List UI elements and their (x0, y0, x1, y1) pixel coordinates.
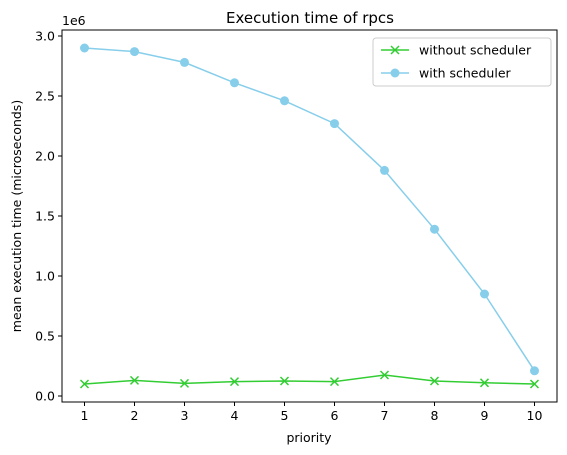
data-point-without-scheduler (329, 377, 340, 387)
data-point-without-scheduler (79, 379, 90, 389)
y-axis-title: mean execution time (microseconds) (9, 100, 24, 332)
data-point-with-scheduler (380, 165, 389, 175)
data-point-with-scheduler (330, 119, 339, 129)
data-point-with-scheduler (280, 96, 289, 106)
y-scale-label: 1e6 (62, 13, 86, 28)
data-point-with-scheduler (130, 47, 139, 57)
y-tick-label: 0.0 (35, 389, 55, 404)
legend-entry-without-scheduler: without scheduler (381, 43, 532, 58)
x-tick-label: 4 (231, 408, 239, 423)
x-tick-label: 10 (527, 408, 543, 423)
x-tick-label: 9 (481, 408, 489, 423)
data-point-without-scheduler (279, 376, 290, 386)
data-point-with-scheduler (530, 366, 539, 376)
x-axis-title: priority (286, 430, 332, 445)
data-point-without-scheduler (179, 378, 190, 388)
data-point-without-scheduler (379, 370, 390, 380)
y-tick-label: 2.5 (35, 89, 55, 104)
data-point-without-scheduler (529, 379, 540, 389)
legend-box (372, 37, 552, 87)
data-point-with-scheduler (230, 78, 239, 88)
legend: without scheduler with scheduler (372, 37, 552, 87)
y-tick-label: 2.0 (35, 149, 55, 164)
data-point-without-scheduler (479, 378, 490, 388)
legend-label-with-scheduler: with scheduler (419, 66, 512, 81)
x-axis: 1 2 3 4 5 6 7 8 9 10 (81, 402, 543, 423)
y-tick-label: 3.0 (35, 29, 55, 44)
x-tick-label: 7 (381, 408, 389, 423)
legend-entry-with-scheduler: with scheduler (381, 66, 512, 81)
x-tick-label: 5 (281, 408, 289, 423)
y-tick-label: 0.5 (35, 329, 55, 344)
plot-frame (61, 29, 558, 403)
x-tick-label: 1 (81, 408, 89, 423)
data-point-with-scheduler (480, 289, 489, 299)
x-tick-label: 8 (431, 408, 439, 423)
x-tick-label: 6 (331, 408, 339, 423)
y-tick-label: 1.5 (35, 209, 55, 224)
series-line-with-scheduler (84, 47, 536, 372)
y-tick-label: 1.0 (35, 269, 55, 284)
data-point-with-scheduler (430, 224, 439, 234)
data-point-with-scheduler (180, 57, 189, 67)
data-point-with-scheduler (80, 43, 89, 53)
data-point-without-scheduler (429, 376, 440, 386)
legend-marker-without-scheduler (390, 45, 400, 55)
data-point-without-scheduler (229, 377, 240, 387)
legend-label-without-scheduler: without scheduler (419, 43, 532, 58)
x-tick-label: 3 (181, 408, 189, 423)
legend-marker-with-scheduler (390, 68, 400, 78)
y-axis: 0.0 0.5 1.0 1.5 2.0 2.5 3.0 (35, 29, 62, 404)
data-point-without-scheduler (129, 375, 140, 385)
chart-title: Execution time of rpcs (226, 9, 394, 27)
series-line-without-scheduler (84, 374, 535, 385)
x-tick-label: 2 (131, 408, 139, 423)
plot-area (79, 43, 540, 389)
